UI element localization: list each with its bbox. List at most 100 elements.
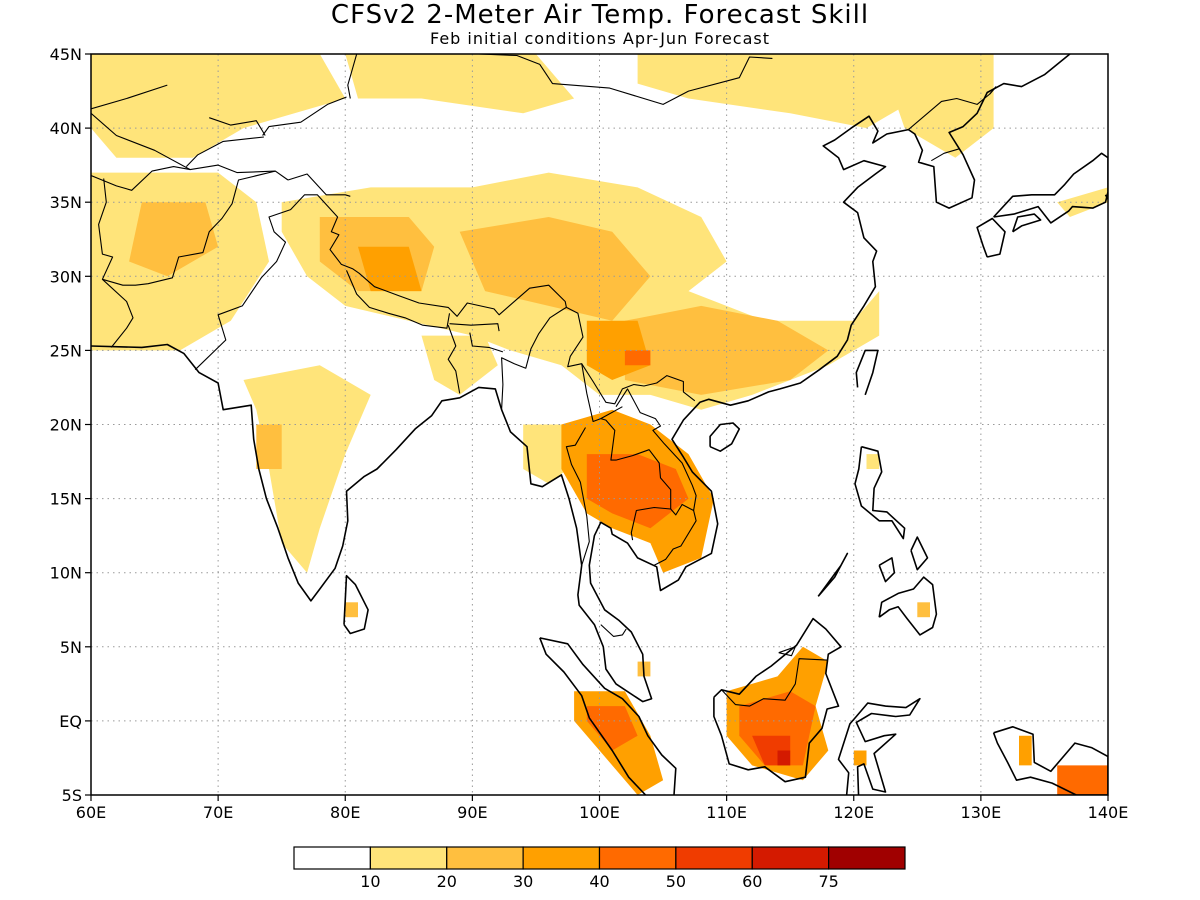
coastline <box>539 637 677 795</box>
country-border <box>1107 756 1108 758</box>
legend-label: 60 <box>742 872 762 891</box>
skill-region-new-guinea-west <box>1019 735 1032 766</box>
map-subtitle: Feb initial conditions Apr-Jun Forecast <box>429 29 770 48</box>
coastline <box>878 576 938 636</box>
longitude-labels: 60E 70E 80E 90E 100E 110E 120E 130E 140E <box>76 803 1129 822</box>
legend-swatch <box>675 846 753 870</box>
skill-region-yunnan-hot <box>624 350 651 366</box>
skill-region-india-peninsula <box>243 365 371 573</box>
coastline <box>992 725 1108 795</box>
coastline <box>854 445 906 540</box>
lon-label: 110E <box>706 803 747 822</box>
country-border <box>98 170 276 286</box>
country-border <box>721 658 828 707</box>
country-border <box>345 270 451 329</box>
lon-label: 60E <box>76 803 106 822</box>
legend-label: 20 <box>437 872 457 891</box>
latitude-labels: 5S EQ 5N 10N 15N 20N 25N 30N 35N 40N 45N <box>50 45 82 805</box>
country-border <box>209 117 266 136</box>
legend-label: 75 <box>818 872 838 891</box>
country-border <box>615 388 697 516</box>
legend-swatch <box>751 846 830 870</box>
coastline <box>1011 213 1042 233</box>
legend-swatch <box>446 846 524 870</box>
coastline <box>709 422 741 453</box>
country-border <box>778 646 796 657</box>
lat-label: 35N <box>50 193 82 212</box>
skill-region-mindanao <box>917 602 930 618</box>
country-border <box>347 54 358 99</box>
coastlines <box>91 54 1108 795</box>
country-border <box>91 112 289 181</box>
skill-region-india-west <box>256 424 282 469</box>
country-border <box>185 136 264 167</box>
lon-label: 140E <box>1088 803 1129 822</box>
lat-label: 5N <box>60 638 82 657</box>
country-border <box>565 427 590 566</box>
coastline <box>910 536 929 571</box>
country-border <box>989 86 997 95</box>
country-border <box>469 332 504 353</box>
country-border <box>262 96 347 136</box>
lon-label: 90E <box>457 803 487 822</box>
skill-region-afghan-core <box>129 202 219 277</box>
lat-label: EQ <box>59 712 82 731</box>
legend-swatch <box>828 846 906 870</box>
lat-label: 45N <box>50 45 82 64</box>
legend-label: 40 <box>589 872 609 891</box>
lon-label: 100E <box>579 803 620 822</box>
lon-label: 80E <box>330 803 360 822</box>
lat-label: 10N <box>50 564 82 583</box>
legend-swatch <box>598 846 677 870</box>
coastline <box>993 152 1108 224</box>
lon-label: 130E <box>961 803 1002 822</box>
skill-region-south-china <box>624 305 829 395</box>
skill-region-northeast-asia <box>637 54 918 129</box>
country-borders <box>91 54 1108 758</box>
coastline <box>837 697 921 795</box>
skill-region-bengal <box>421 335 498 395</box>
country-border <box>91 84 168 110</box>
coastline <box>91 54 1071 703</box>
lat-label: 20N <box>50 416 82 435</box>
coastline <box>855 349 879 396</box>
skill-region-sumatra-core <box>586 706 638 751</box>
skill-region-indochina-core <box>586 454 689 529</box>
lat-label: 15N <box>50 490 82 509</box>
country-border <box>194 194 567 371</box>
legend-swatch <box>293 846 371 870</box>
skill-region-sri-lanka <box>345 602 358 618</box>
country-border <box>287 173 351 197</box>
legend-label: 50 <box>666 872 686 891</box>
country-border <box>653 510 697 566</box>
country-border <box>440 54 773 105</box>
skill-region-mongolia-north <box>345 54 575 114</box>
country-border <box>91 166 191 191</box>
country-border <box>931 148 960 162</box>
country-border <box>439 54 440 55</box>
legend-label: 10 <box>360 872 380 891</box>
lat-label: 30N <box>50 267 82 286</box>
skill-region-tibet-west-core <box>358 246 422 292</box>
color-legend: 10 20 30 40 50 60 75 <box>293 846 906 891</box>
country-border <box>501 306 567 410</box>
map-title: CFSv2 2-Meter Air Temp. Forecast Skill <box>330 0 870 30</box>
skill-region-new-guinea <box>1057 765 1108 795</box>
coastline <box>817 552 849 597</box>
coastline <box>713 617 842 783</box>
country-border <box>581 363 672 541</box>
lon-label: 120E <box>833 803 874 822</box>
coastline <box>976 217 1006 258</box>
country-border <box>449 323 500 332</box>
axis-ticks <box>85 53 1109 801</box>
country-border <box>600 406 623 420</box>
coastline <box>343 574 369 635</box>
skill-region-central-asia-north <box>91 54 346 158</box>
skill-region-tibet-east <box>459 217 651 321</box>
country-border <box>447 325 461 394</box>
lat-label: 5S <box>62 786 82 805</box>
country-border <box>600 624 627 637</box>
skill-region-sulawesi <box>853 750 867 766</box>
